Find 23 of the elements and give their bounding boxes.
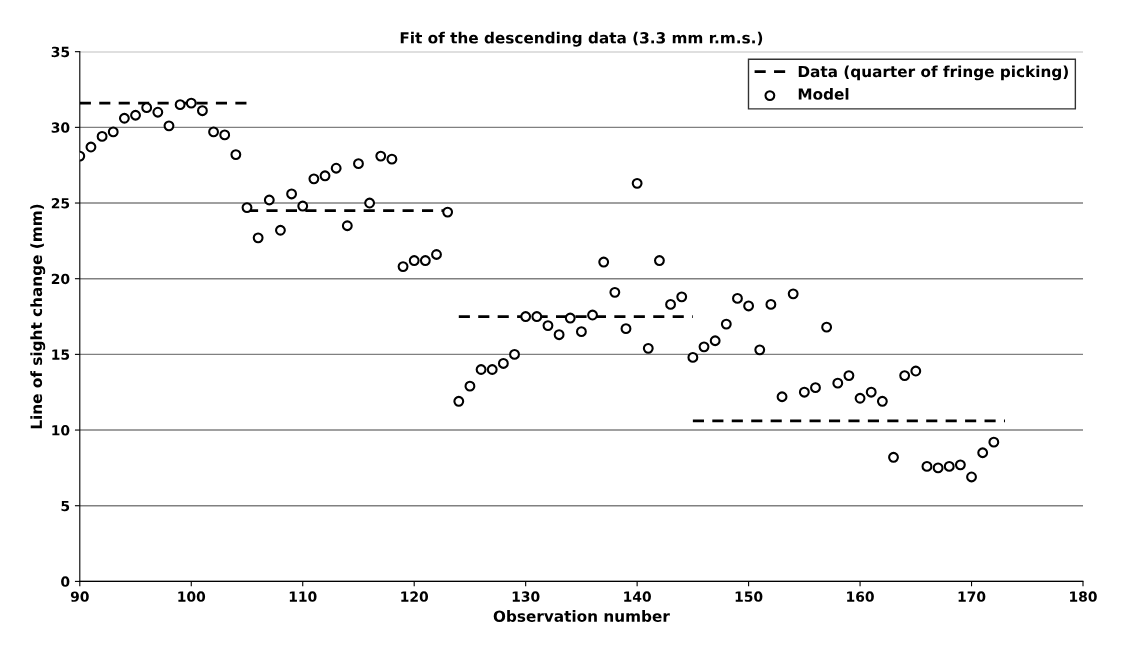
y-tick-label: 25: [51, 198, 70, 209]
x-tick-label: 90: [70, 591, 89, 602]
legend-label: Data (quarter of fringe picking): [798, 65, 1068, 81]
x-tick-label: 130: [512, 591, 540, 602]
chart-title: Fit of the descending data (3.3 mm r.m.s.): [400, 31, 763, 47]
x-tick-label: 100: [178, 591, 206, 602]
y-tick-label: 35: [51, 46, 70, 58]
y-tick-label: 30: [51, 122, 70, 133]
y-tick-label: 0: [61, 576, 70, 587]
x-tick-label: 120: [401, 591, 429, 602]
x-tick-label: 150: [735, 591, 763, 602]
x-tick-label: 140: [624, 591, 651, 602]
legend-label: Model: [798, 87, 849, 100]
y-tick-label: 5: [61, 500, 70, 512]
y-tick-label: 15: [52, 349, 70, 360]
y-tick-label: 10: [52, 425, 70, 436]
x-tick-label: 160: [847, 591, 874, 602]
y-axis-title: Line of sight change (mm): [30, 204, 46, 429]
x-tick-label: 110: [289, 591, 317, 602]
x-axis-title: Observation number: [493, 610, 670, 622]
x-tick-label: 180: [1070, 591, 1097, 602]
x-tick-label: 170: [958, 591, 986, 602]
y-tick-label: 20: [51, 273, 70, 285]
